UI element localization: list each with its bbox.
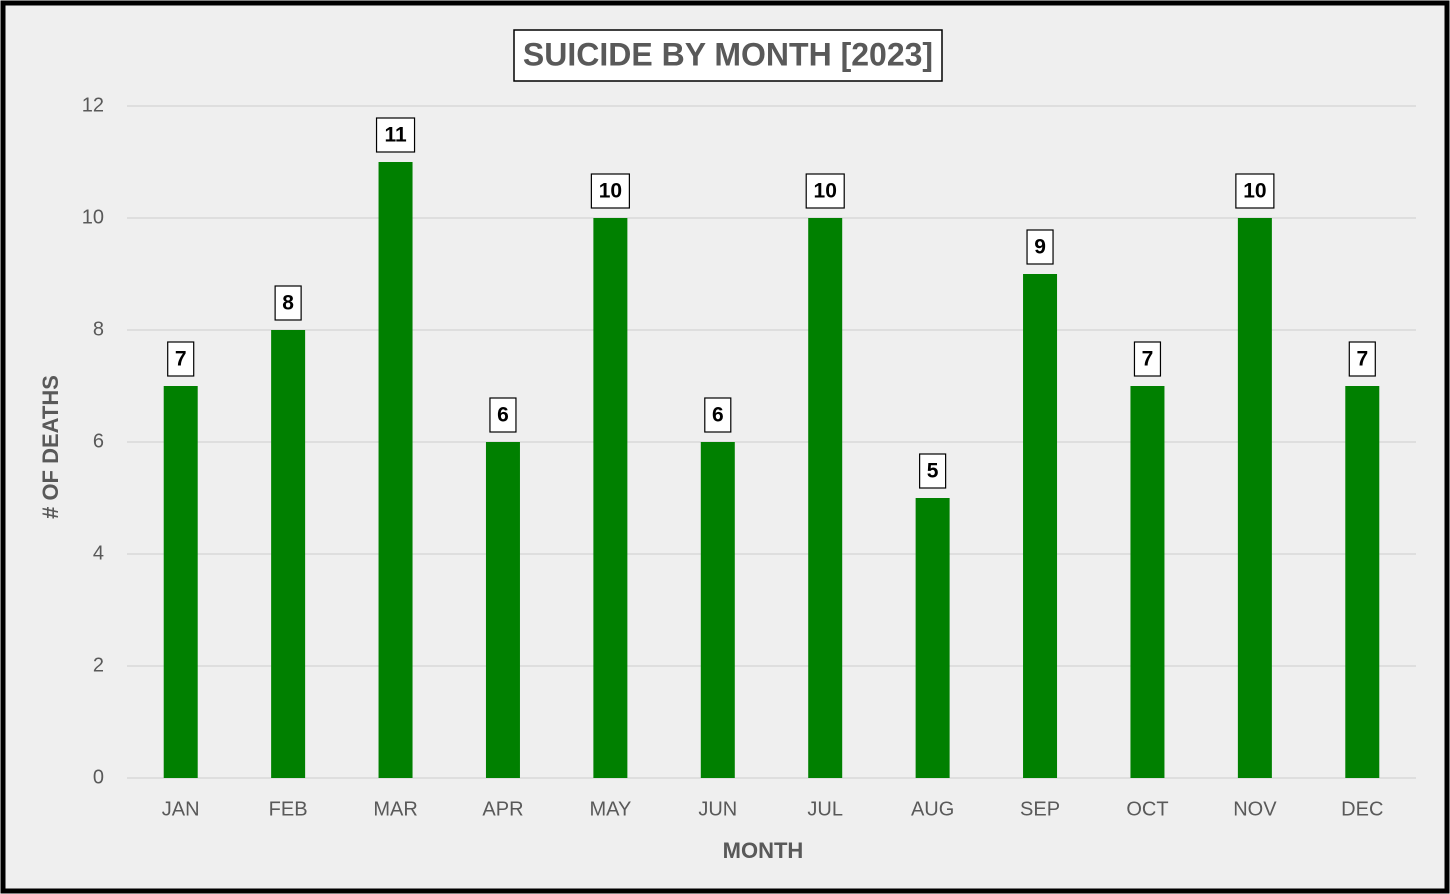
x-tick-label: FEB — [269, 798, 308, 820]
data-label-box — [805, 173, 845, 209]
data-label: 6 — [712, 404, 724, 427]
bar — [915, 498, 950, 778]
bar — [1237, 218, 1272, 778]
y-tick-label: 8 — [93, 318, 104, 340]
x-tick-label: NOV — [1233, 798, 1277, 820]
data-label-box — [590, 173, 630, 209]
x-tick-label: MAY — [589, 798, 631, 820]
x-axis-label: MONTH — [723, 838, 804, 863]
y-tick-label: 2 — [93, 654, 104, 676]
x-tick-label: APR — [482, 798, 523, 820]
data-label-box — [375, 117, 416, 153]
bar — [378, 162, 413, 778]
bar — [1130, 386, 1165, 778]
x-tick-label: DEC — [1341, 798, 1383, 820]
data-label-box — [1026, 229, 1054, 265]
data-label: 10 — [1243, 180, 1266, 203]
data-label-box — [489, 397, 517, 433]
chart-title: SUICIDE BY MONTH [2023] — [523, 36, 933, 72]
data-label: 11 — [384, 124, 407, 147]
data-label-box — [704, 397, 732, 433]
bar — [1345, 386, 1380, 778]
x-tick-label: JAN — [162, 798, 200, 820]
bar — [700, 442, 735, 778]
data-label: 5 — [927, 460, 939, 483]
x-tick-label: JUN — [698, 798, 737, 820]
y-tick-label: 4 — [93, 542, 104, 564]
bar — [271, 330, 306, 778]
data-label: 9 — [1034, 236, 1046, 259]
data-label: 8 — [282, 292, 294, 315]
data-label-box — [1235, 173, 1275, 209]
title-box — [513, 29, 943, 82]
data-label: 7 — [175, 348, 187, 371]
data-label: 10 — [814, 180, 837, 203]
data-label: 10 — [599, 180, 622, 203]
bar — [593, 218, 628, 778]
data-label-box — [919, 453, 947, 489]
y-tick-label: 10 — [82, 206, 104, 228]
x-tick-label: OCT — [1126, 798, 1168, 820]
x-tick-label: MAR — [373, 798, 417, 820]
data-label-box — [274, 285, 302, 321]
data-label: 7 — [1356, 348, 1368, 371]
data-label: 7 — [1142, 348, 1154, 371]
bar — [808, 218, 843, 778]
y-axis-label: # OF DEATHS — [38, 375, 63, 519]
x-tick-label: JUL — [807, 798, 843, 820]
bar — [1023, 274, 1058, 778]
bar — [163, 386, 198, 778]
x-tick-label: SEP — [1020, 798, 1060, 820]
data-label-box — [1133, 341, 1162, 377]
data-label-box — [167, 341, 195, 377]
data-label: 6 — [497, 404, 509, 427]
y-tick-label: 12 — [82, 94, 104, 116]
data-label-box — [1348, 341, 1376, 377]
y-tick-label: 0 — [93, 766, 104, 788]
x-tick-label: AUG — [911, 798, 954, 820]
y-tick-label: 6 — [93, 430, 104, 452]
bar — [485, 442, 520, 778]
